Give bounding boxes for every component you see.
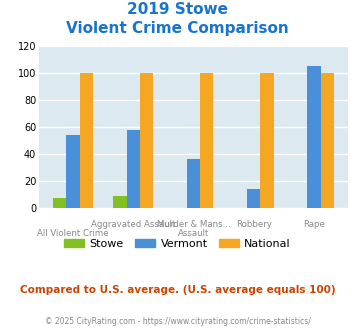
Text: Assault: Assault: [178, 229, 209, 239]
Bar: [200, 73, 213, 208]
Text: Rape: Rape: [303, 220, 325, 229]
Bar: [127, 130, 140, 208]
Legend: Stowe, Vermont, National: Stowe, Vermont, National: [60, 235, 295, 253]
Text: Violent Crime Comparison: Violent Crime Comparison: [66, 21, 289, 36]
Bar: [140, 73, 153, 208]
Bar: [321, 73, 334, 208]
Text: © 2025 CityRating.com - https://www.cityrating.com/crime-statistics/: © 2025 CityRating.com - https://www.city…: [45, 317, 310, 326]
Bar: [307, 66, 321, 208]
Text: Aggravated Assault: Aggravated Assault: [91, 220, 175, 229]
Bar: [247, 189, 260, 208]
Text: Murder & Mans...: Murder & Mans...: [157, 220, 230, 229]
Text: Robbery: Robbery: [236, 220, 272, 229]
Bar: [260, 73, 274, 208]
Bar: [80, 73, 93, 208]
Text: Compared to U.S. average. (U.S. average equals 100): Compared to U.S. average. (U.S. average …: [20, 285, 335, 295]
Bar: [53, 198, 66, 208]
Bar: [113, 196, 127, 208]
Bar: [66, 135, 80, 208]
Text: 2019 Stowe: 2019 Stowe: [127, 2, 228, 16]
Text: All Violent Crime: All Violent Crime: [37, 229, 109, 239]
Bar: [187, 159, 200, 208]
